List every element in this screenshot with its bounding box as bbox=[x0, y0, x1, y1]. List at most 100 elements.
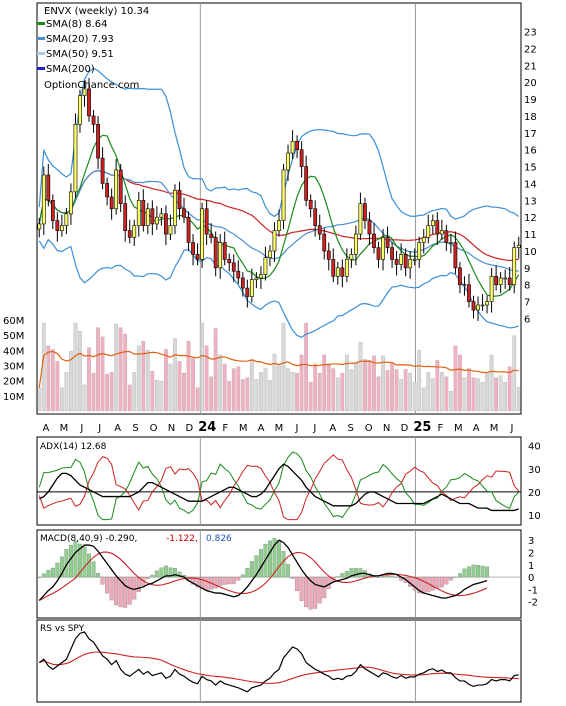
macd-histogram-bar bbox=[349, 568, 354, 578]
volume-bar bbox=[498, 375, 503, 412]
price-tick-label: 17 bbox=[524, 129, 537, 140]
x-axis-label: M bbox=[454, 423, 463, 434]
volume-bar bbox=[403, 369, 408, 412]
volume-bar bbox=[231, 368, 236, 412]
volume-bar bbox=[150, 371, 155, 412]
volume-bar bbox=[69, 351, 73, 412]
volume-bar bbox=[494, 377, 498, 412]
price-tick-label: 6 bbox=[524, 314, 530, 325]
candle-body bbox=[471, 301, 476, 311]
volume-bar bbox=[200, 322, 204, 412]
macd-histogram-bar bbox=[376, 576, 381, 578]
macd-histogram-bar bbox=[177, 571, 182, 578]
volume-bar bbox=[118, 327, 123, 412]
volume-bar bbox=[218, 354, 223, 412]
price-tick-label: 19 bbox=[524, 95, 537, 106]
volume-bar bbox=[322, 354, 327, 412]
candle-body bbox=[376, 247, 381, 260]
minus-di-line bbox=[38, 454, 520, 521]
candle-body bbox=[259, 274, 263, 279]
volume-bar bbox=[159, 381, 164, 412]
legend-entry: SMA(50) 9.51 bbox=[46, 49, 114, 60]
volume-bar bbox=[249, 359, 254, 412]
volume-bar bbox=[435, 360, 440, 412]
candle-body bbox=[313, 208, 318, 226]
macd-histogram-bar bbox=[390, 575, 395, 578]
macd-histogram-bar bbox=[154, 570, 159, 578]
candle-body bbox=[87, 88, 91, 117]
candle-body bbox=[218, 242, 223, 269]
macd-histogram-bar bbox=[267, 540, 272, 578]
macd-histogram-bar bbox=[485, 566, 490, 578]
sma-8-line bbox=[38, 134, 520, 297]
volume-bar bbox=[408, 372, 413, 412]
macd-histogram-bar bbox=[132, 576, 137, 600]
volume-bar bbox=[449, 391, 453, 412]
volume-bar bbox=[227, 381, 232, 412]
candle-body bbox=[394, 259, 399, 265]
candle-body bbox=[222, 242, 227, 260]
legend: ENVX (weekly) 10.34 SMA(8) 8.64 SMA(20) 7… bbox=[37, 6, 149, 91]
macd-histogram-bar bbox=[417, 576, 422, 594]
macd-histogram-bar bbox=[46, 570, 51, 578]
macd-histogram-bar bbox=[313, 576, 318, 609]
volume-bar bbox=[263, 368, 268, 412]
volume-bar bbox=[372, 355, 376, 412]
volume-bar bbox=[349, 369, 354, 412]
volume-bar bbox=[254, 379, 259, 412]
price-tick-label: 11 bbox=[524, 230, 537, 241]
x-axis-label: S bbox=[132, 423, 138, 434]
candle-body bbox=[200, 208, 204, 260]
volume-bar bbox=[168, 363, 173, 412]
macd-histogram-bar bbox=[236, 576, 241, 581]
candle-body bbox=[467, 284, 471, 302]
volume-bar bbox=[281, 322, 286, 412]
volume-bar bbox=[317, 372, 322, 412]
x-axis-label: J bbox=[97, 423, 101, 434]
candle-body bbox=[507, 277, 512, 286]
macd-histogram-bar bbox=[381, 576, 385, 578]
macd-histogram-bar bbox=[127, 576, 132, 605]
macd-histogram-bar bbox=[444, 576, 449, 585]
volume-bar bbox=[376, 376, 381, 412]
volume-bar bbox=[453, 345, 458, 412]
candle-body bbox=[173, 189, 177, 226]
candle-body bbox=[59, 225, 64, 232]
candle-body bbox=[304, 166, 309, 201]
candle-body bbox=[204, 208, 209, 235]
macd-histogram-bar bbox=[204, 576, 209, 591]
x-axis-label: F bbox=[222, 423, 228, 434]
candle-body bbox=[236, 270, 241, 279]
volume-tick-label: 40M bbox=[3, 346, 24, 357]
price-tick-label: 12 bbox=[524, 213, 537, 224]
candle-body bbox=[367, 220, 372, 235]
price-tick-label: 16 bbox=[524, 146, 537, 157]
candle-body bbox=[141, 200, 146, 226]
volume-bar bbox=[313, 363, 318, 412]
candle-body bbox=[159, 213, 164, 218]
candle-body bbox=[96, 124, 100, 159]
candle-body bbox=[168, 225, 173, 235]
macd-histogram-bar bbox=[286, 564, 291, 578]
price-frame bbox=[36, 2, 522, 415]
bollinger-lower-band bbox=[38, 238, 519, 338]
candle-body bbox=[399, 254, 404, 265]
volume-bar bbox=[417, 350, 422, 412]
rs-panel: RS vs SPY bbox=[36, 619, 522, 703]
legend-swatch bbox=[37, 22, 45, 25]
macd-histogram-bar bbox=[231, 576, 236, 584]
candle-body bbox=[254, 277, 259, 280]
macd-histogram-bar bbox=[430, 576, 435, 591]
adx-frame bbox=[36, 436, 522, 526]
macd-histogram-bar bbox=[295, 576, 300, 592]
macd-histogram-bar bbox=[78, 543, 82, 578]
candle-body bbox=[516, 244, 521, 248]
volume-bar bbox=[50, 349, 55, 412]
legend-swatch bbox=[37, 52, 45, 55]
candle-body bbox=[430, 220, 435, 226]
volume-tick-label: 50M bbox=[3, 331, 24, 342]
macd-histogram-bar bbox=[281, 551, 286, 578]
x-axis-label: A bbox=[473, 423, 480, 434]
candle-body bbox=[421, 237, 426, 243]
x-axis-label: M bbox=[60, 423, 69, 434]
